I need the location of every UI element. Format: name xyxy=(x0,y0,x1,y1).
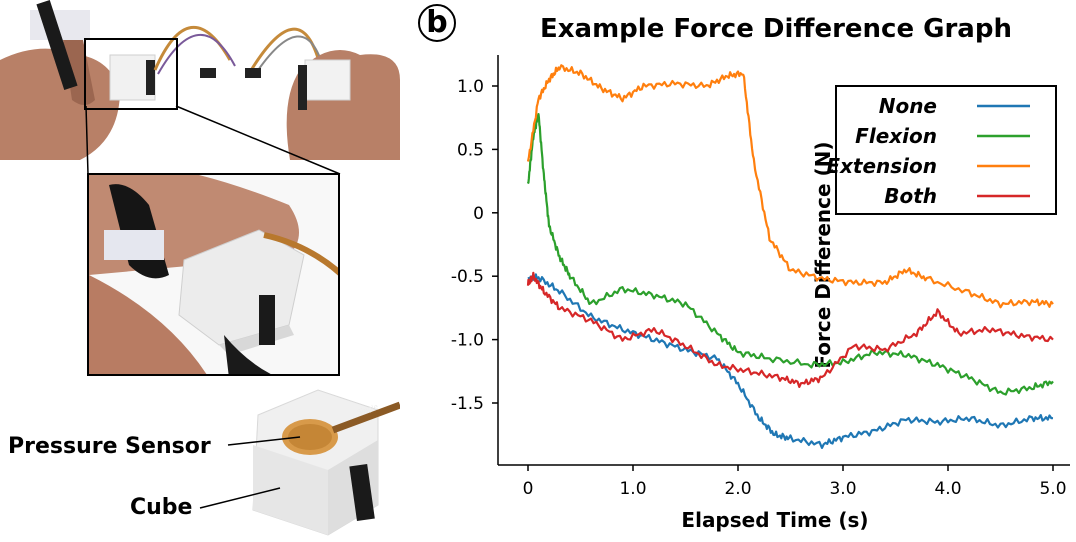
legend-label-both: Both xyxy=(884,184,937,208)
series-line-extension xyxy=(526,64,1054,309)
legend-label-flexion: Flexion xyxy=(855,124,937,148)
y-tick-label: -0.5 xyxy=(451,267,484,287)
legend-label-none: None xyxy=(879,94,937,118)
x-tick-label: 1.0 xyxy=(619,479,646,499)
label-pressure-sensor: Pressure Sensor xyxy=(8,434,211,459)
chart-title: Example Force Difference Graph xyxy=(540,14,1012,44)
zoom-connector-lines xyxy=(85,105,341,175)
force-difference-chart: Example Force Difference Graph Elapsed T… xyxy=(451,14,1070,532)
series-line-none xyxy=(527,273,1054,449)
y-tick-label: 1.0 xyxy=(457,77,484,97)
y-tick-label: 0 xyxy=(473,204,484,224)
photo-cube-closeup: Single xyxy=(228,385,400,542)
y-tick-label: -1.0 xyxy=(451,331,484,351)
x-tick-label: 4.0 xyxy=(934,479,961,499)
label-cube: Cube xyxy=(130,495,193,520)
zoom-source-box xyxy=(84,38,178,110)
panel-b-badge: b xyxy=(418,4,456,42)
x-tick-label: 3.0 xyxy=(829,479,856,499)
legend-label-extension: Extension xyxy=(826,154,937,178)
photo-zoomed-cube xyxy=(87,173,340,376)
x-axis-label: Elapsed Time (s) xyxy=(681,508,868,532)
series-line-both xyxy=(526,271,1054,388)
caption-leader-lines xyxy=(199,436,301,509)
series-line-flexion xyxy=(526,113,1054,396)
x-tick-label: 0 xyxy=(523,479,534,499)
y-axis-label: Force Difference (N) xyxy=(811,141,835,368)
x-tick-label: 2.0 xyxy=(724,479,751,499)
photo-hand-with-cube xyxy=(0,0,400,160)
y-tick-label: 0.5 xyxy=(457,140,484,160)
legend-box xyxy=(835,85,1057,215)
y-tick-label: -1.5 xyxy=(451,394,484,414)
x-tick-label: 5.0 xyxy=(1039,479,1066,499)
